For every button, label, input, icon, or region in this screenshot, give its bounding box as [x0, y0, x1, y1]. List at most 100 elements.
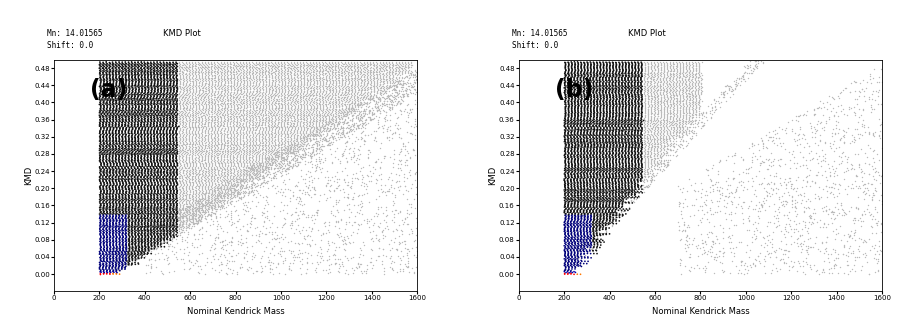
Point: [118, 174, 132, 179]
Point: [387, 147, 401, 152]
Point: [168, 229, 183, 234]
Point: [191, 177, 205, 182]
Point: [596, 160, 610, 166]
Point: [201, 208, 215, 213]
Point: [567, 88, 581, 93]
Point: [282, 153, 296, 158]
Point: [199, 161, 213, 166]
Point: [227, 190, 241, 195]
Point: [583, 192, 598, 197]
Point: [160, 215, 175, 221]
Point: [218, 89, 232, 95]
Point: [94, 210, 108, 215]
Point: [157, 180, 171, 185]
Text: KMD Plot: KMD Plot: [163, 29, 201, 38]
Point: [214, 98, 229, 104]
Point: [647, 161, 662, 166]
Point: [232, 174, 247, 179]
Point: [607, 205, 621, 211]
Point: [182, 194, 196, 200]
Point: [785, 151, 799, 157]
Point: [118, 243, 132, 248]
Point: [685, 129, 699, 134]
Point: [106, 251, 121, 257]
Point: [573, 82, 588, 88]
Point: [148, 119, 162, 124]
Point: [599, 172, 614, 177]
Point: [184, 97, 199, 103]
Point: [306, 79, 320, 84]
Point: [410, 99, 424, 105]
Point: [227, 125, 241, 131]
Point: [224, 187, 238, 192]
Point: [128, 246, 142, 251]
Point: [112, 230, 127, 235]
Point: [160, 74, 175, 79]
Point: [163, 207, 177, 212]
Point: [176, 109, 190, 115]
Point: [237, 163, 251, 168]
Point: [340, 257, 355, 262]
Point: [336, 114, 350, 119]
Point: [570, 85, 584, 91]
Point: [112, 128, 126, 133]
Point: [590, 102, 604, 107]
Point: [694, 195, 708, 200]
Point: [226, 148, 240, 153]
Point: [288, 61, 302, 66]
Point: [647, 72, 662, 77]
Point: [226, 83, 240, 89]
Point: [622, 65, 636, 71]
Point: [227, 193, 241, 198]
Point: [338, 75, 352, 80]
Point: [124, 158, 139, 164]
Point: [115, 193, 130, 199]
Point: [596, 238, 610, 243]
Point: [118, 197, 132, 202]
Point: [226, 72, 240, 77]
Point: [627, 119, 642, 124]
Point: [851, 249, 866, 254]
Point: [135, 111, 149, 117]
Point: [112, 120, 126, 126]
Point: [97, 240, 112, 245]
Point: [115, 150, 130, 155]
Point: [565, 205, 580, 211]
Point: [122, 248, 137, 254]
Point: [558, 154, 572, 159]
Point: [345, 76, 359, 82]
Point: [858, 98, 872, 103]
Point: [211, 235, 225, 240]
Point: [328, 79, 343, 84]
Point: [205, 111, 220, 117]
Point: [347, 154, 362, 159]
Point: [652, 80, 667, 85]
Point: [622, 79, 636, 85]
Point: [586, 120, 600, 125]
Point: [305, 84, 320, 89]
Point: [217, 181, 231, 186]
Point: [572, 199, 586, 204]
Point: [128, 77, 142, 83]
Point: [163, 221, 177, 226]
Point: [243, 103, 257, 108]
Point: [679, 90, 693, 96]
Point: [590, 158, 604, 164]
Point: [663, 63, 678, 68]
Point: [183, 103, 197, 109]
Point: [129, 112, 143, 118]
Point: [578, 71, 592, 77]
Point: [100, 196, 114, 201]
Point: [247, 104, 261, 109]
Point: [605, 149, 619, 154]
Point: [182, 75, 196, 80]
Point: [118, 175, 132, 180]
Point: [210, 151, 224, 156]
Point: [307, 184, 321, 190]
Point: [599, 95, 614, 100]
Point: [621, 76, 635, 81]
Point: [367, 68, 382, 73]
Point: [363, 229, 377, 235]
Point: [115, 120, 130, 125]
Point: [94, 125, 108, 131]
